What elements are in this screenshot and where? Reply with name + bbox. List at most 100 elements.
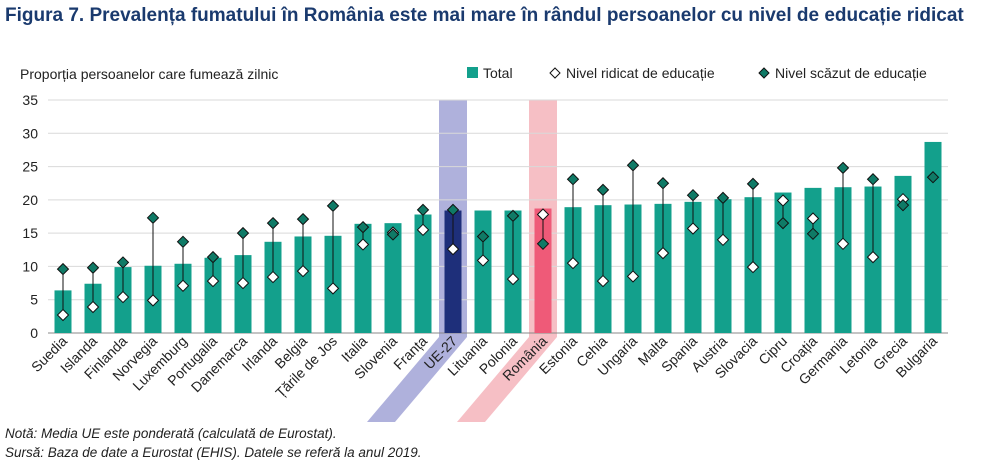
bar <box>924 141 942 333</box>
marker-high-education <box>116 290 130 304</box>
bar <box>414 214 432 333</box>
bars <box>54 141 942 333</box>
bar <box>534 208 552 333</box>
marker-low-education <box>176 235 190 249</box>
highlight-band <box>367 100 467 422</box>
bar <box>444 210 462 333</box>
marker-low-education <box>866 173 880 186</box>
marker-high-education <box>746 260 760 274</box>
bar <box>564 207 582 333</box>
bar <box>474 210 492 333</box>
marker-high-education <box>146 294 160 307</box>
marker-low-education <box>86 261 100 274</box>
bar <box>354 223 372 333</box>
bar <box>234 255 252 333</box>
y-axis-label: Proporția persoanelor care fumează zilni… <box>20 66 278 82</box>
legend-marker-low-education <box>758 67 770 79</box>
marker-high-education <box>206 274 220 288</box>
marker-high-education <box>446 242 460 256</box>
bar-chart: Proporția persoanelor care fumează zilni… <box>20 65 948 422</box>
marker-low-education <box>386 228 400 241</box>
marker-high-education <box>686 222 700 235</box>
y-tick-label: 30 <box>22 125 38 141</box>
y-tick-label: 35 <box>22 92 38 108</box>
marker-low-education <box>626 159 640 172</box>
marker-low-education <box>656 177 670 190</box>
marker-low-education <box>296 212 310 226</box>
marker-low-education <box>536 237 550 251</box>
chart-title: Figura 7. Prevalența fumatului în Români… <box>5 5 964 26</box>
bar <box>264 241 282 333</box>
marker-low-education <box>896 198 910 212</box>
marker-low-education <box>146 211 160 225</box>
gridlines <box>48 99 948 334</box>
bar <box>894 175 912 333</box>
bar <box>774 192 792 333</box>
y-axis-ticks: 0 5 10 15 20 25 30 35 <box>22 92 38 341</box>
y-tick-label: 10 <box>22 258 38 274</box>
y-tick-label: 15 <box>22 225 38 241</box>
marker-high-education <box>776 194 790 207</box>
bar <box>204 257 222 333</box>
bar <box>654 203 672 333</box>
marker-high-education <box>836 237 850 251</box>
marker-high-education <box>596 274 610 288</box>
marker-high-education <box>536 208 550 221</box>
marker-high-education <box>566 256 580 270</box>
marker-high-education <box>326 282 340 295</box>
bar <box>804 187 822 333</box>
legend-marker-high-education <box>549 67 561 79</box>
marker-high-education <box>626 270 640 283</box>
y-tick-label: 25 <box>22 159 38 175</box>
marker-high-education <box>56 308 70 322</box>
legend: Total Nivel ridicat de educație Nivel scăz… <box>467 65 927 81</box>
y-tick-label: 0 <box>30 325 38 341</box>
markers <box>56 159 940 322</box>
bar <box>834 187 852 333</box>
marker-low-education <box>326 199 340 213</box>
marker-low-education <box>926 171 940 184</box>
marker-high-education <box>416 223 430 237</box>
marker-low-education <box>836 161 850 175</box>
y-tick-label: 20 <box>22 192 38 208</box>
marker-low-education <box>746 177 760 191</box>
marker-high-education <box>716 233 730 247</box>
marker-high-education <box>356 238 370 251</box>
legend-label-total: Total <box>483 65 513 81</box>
marker-low-education <box>416 203 430 217</box>
marker-high-education <box>476 254 490 267</box>
highlight-band <box>457 100 557 422</box>
marker-low-education <box>266 216 280 230</box>
marker-high-education <box>236 276 250 290</box>
marker-high-education <box>656 246 670 260</box>
marker-low-education <box>806 227 820 241</box>
highlight-bands <box>367 100 557 422</box>
legend-label-high-education: Nivel ridicat de educație <box>566 65 715 81</box>
marker-low-education <box>596 183 610 197</box>
source-text: Sursă: Baza de date a Eurostat (EHIS). D… <box>5 445 422 460</box>
marker-low-education <box>476 230 490 243</box>
marker-low-education <box>236 226 250 240</box>
marker-low-education <box>56 262 70 276</box>
bar <box>294 236 312 333</box>
marker-low-education <box>716 191 730 205</box>
marker-low-education <box>356 220 370 234</box>
bar <box>174 263 192 333</box>
marker-low-education <box>206 250 220 264</box>
marker-low-education <box>686 188 700 202</box>
marker-low-education <box>506 209 520 223</box>
marker-high-education <box>266 270 280 284</box>
marker-low-education <box>566 173 580 186</box>
marker-high-education <box>866 250 880 264</box>
marker-high-education <box>176 279 190 292</box>
bar <box>714 199 732 333</box>
y-tick-label: 5 <box>30 292 38 308</box>
marker-low-education <box>776 216 790 230</box>
bar <box>684 201 702 333</box>
marker-high-education <box>506 272 520 286</box>
bar <box>384 223 402 333</box>
marker-high-education <box>296 264 310 278</box>
marker-low-education <box>116 256 130 269</box>
legend-swatch-total <box>467 67 478 78</box>
legend-label-low-education: Nivel scăzut de educație <box>775 65 927 81</box>
